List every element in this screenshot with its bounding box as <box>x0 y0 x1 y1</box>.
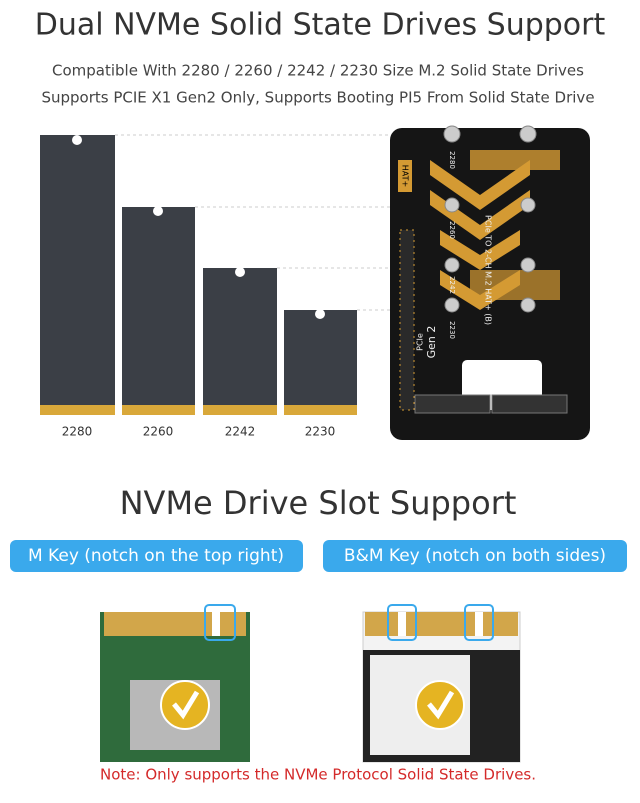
drive-2280 <box>40 135 115 415</box>
board-gen: Gen 2 <box>425 326 438 359</box>
drive-2260 <box>122 207 195 415</box>
m-key-card <box>100 604 250 762</box>
board-hat: HAT+ <box>401 165 410 187</box>
guide-lines <box>115 134 440 311</box>
label-pill <box>10 540 303 572</box>
subtitle: Supports PCIE X1 Gen2 Only, Supports Boo… <box>41 89 594 107</box>
bm-key-label: B&M Key (notch on both sides) <box>344 546 606 566</box>
drive-label: 2230 <box>305 425 336 439</box>
bm-key-card <box>362 604 521 763</box>
board <box>390 125 590 440</box>
board-name: PCIe TO 2-CH M.2 HAT+ (B) <box>484 215 493 325</box>
notch <box>72 135 82 145</box>
m-key-label: M Key (notch on the top right) <box>28 546 284 566</box>
notch <box>235 267 245 277</box>
drive-2230 <box>284 310 357 415</box>
drive-label: 2260 <box>143 425 174 439</box>
board-size: 2230 <box>448 321 456 339</box>
board-gen-top: PCIe <box>416 333 425 351</box>
notch <box>153 206 163 216</box>
gold-finger <box>203 405 277 415</box>
label-pill <box>323 540 627 572</box>
traces <box>430 150 560 310</box>
drive-label: 2280 <box>62 425 93 439</box>
gold-finger <box>284 405 357 415</box>
drive-2242 <box>203 268 277 415</box>
board-size: 2242 <box>448 276 456 294</box>
title: Dual NVMe Solid State Drives Support <box>35 8 606 43</box>
note: Note: Only supports the NVMe Protocol So… <box>100 766 536 784</box>
board-size: 2280 <box>448 151 456 169</box>
drive-label: 2242 <box>225 425 256 439</box>
board-size: 2260 <box>448 221 456 239</box>
gold-finger <box>40 405 115 415</box>
drives <box>40 135 357 415</box>
section-title: NVMe Drive Slot Support <box>120 484 517 522</box>
subtitle: Compatible With 2280 / 2260 / 2242 / 223… <box>52 62 584 80</box>
gold-finger <box>122 405 195 415</box>
notch <box>315 309 325 319</box>
